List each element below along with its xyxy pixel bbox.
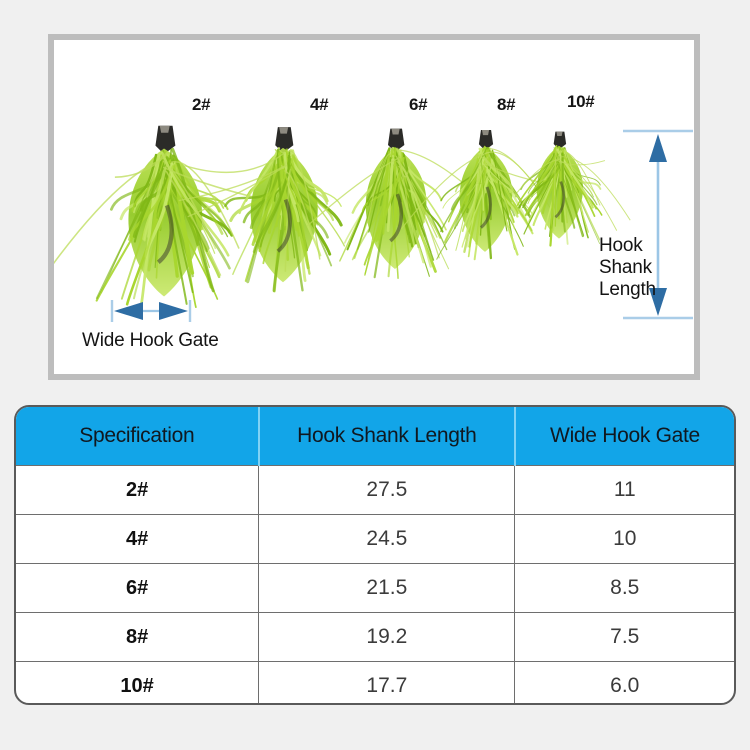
cell-specification: 8#: [16, 612, 260, 662]
lure-2-image: [54, 120, 269, 308]
hook-shank-length-label: Hook Shank Length: [599, 235, 694, 301]
lure-10-image: [513, 128, 631, 247]
cell-specification: 10#: [16, 661, 260, 703]
table-header-cell-2: Hook Shank Length: [258, 407, 516, 466]
table-row: 8# 19.2 7.5: [16, 612, 734, 662]
cell-wide-hook-gate: 6.0: [514, 661, 734, 703]
table-header: Specification Hook Shank Length Wide Hook …: [16, 407, 734, 466]
cell-hook-shank-length: 21.5: [258, 563, 516, 613]
cell-specification: 4#: [16, 514, 260, 564]
cell-wide-hook-gate: 11: [514, 465, 734, 515]
spec-table-element: Specification Hook Shank Length Wide Hook …: [16, 407, 734, 703]
table-body: 2# 27.5 11 4# 24.5 10 6# 21.5 8.5 8# 19.2 7.5 10# 17.…: [16, 465, 734, 703]
lure-8-image: [401, 126, 566, 261]
cell-specification: 2#: [16, 465, 260, 515]
wide-hook-gate-arrow-icon: [109, 298, 193, 324]
size-label-4: 4#: [310, 95, 329, 114]
product-photo-panel: 2# 4# 6# 8# 10# Hook Shank Length Wide Hook: [48, 34, 700, 380]
cell-hook-shank-length: 24.5: [258, 514, 516, 564]
lure-4-image: [178, 122, 349, 293]
table-header-row: Specification Hook Shank Length Wide Hook …: [16, 407, 734, 466]
table-row: 2# 27.5 11: [16, 465, 734, 515]
cell-wide-hook-gate: 10: [514, 514, 734, 564]
table-row: 10# 17.7 6.0: [16, 661, 734, 703]
table-row: 6# 21.5 8.5: [16, 563, 734, 613]
wide-hook-gate-label: Wide Hook Gate: [82, 330, 219, 351]
table-row: 4# 24.5 10: [16, 514, 734, 564]
hook-shank-length-label-line: Shank: [599, 257, 652, 278]
cell-hook-shank-length: 27.5: [258, 465, 516, 515]
cell-specification: 6#: [16, 563, 260, 613]
cell-hook-shank-length: 19.2: [258, 612, 516, 662]
hook-shank-length-label-line: Length: [599, 279, 656, 300]
cell-wide-hook-gate: 7.5: [514, 612, 734, 662]
hook-shank-length-arrow-icon: [615, 128, 694, 323]
hook-shank-length-label-line: Hook: [599, 235, 643, 256]
size-label-6: 6#: [409, 95, 428, 114]
product-photo-canvas: 2# 4# 6# 8# 10# Hook Shank Length Wide Hook: [54, 40, 694, 374]
cell-hook-shank-length: 17.7: [258, 661, 516, 703]
table-header-cell-3: Wide Hook Gate: [514, 407, 734, 466]
specification-table: Specification Hook Shank Length Wide Hook …: [14, 405, 736, 705]
cell-wide-hook-gate: 8.5: [514, 563, 734, 613]
table-header-cell-1: Specification: [16, 407, 260, 466]
size-label-8: 8#: [497, 95, 516, 114]
size-label-10: 10#: [567, 92, 595, 111]
size-label-2: 2#: [192, 95, 211, 114]
